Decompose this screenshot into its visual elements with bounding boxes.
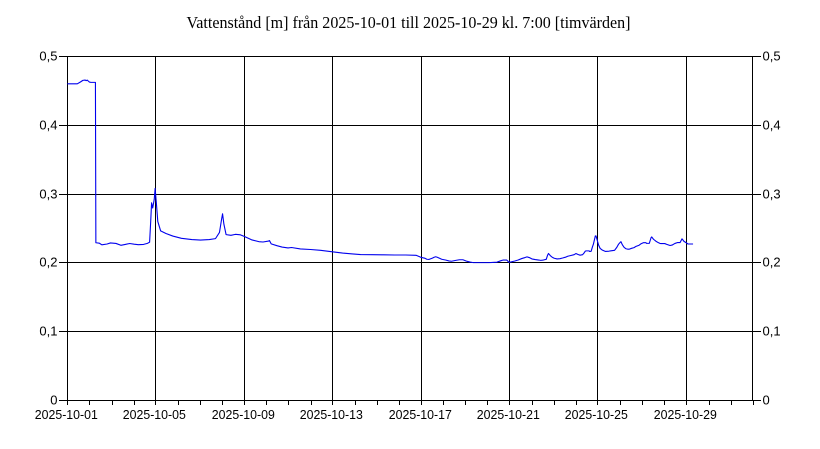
svg-text:0,1: 0,1 [763,323,781,338]
svg-text:0,1: 0,1 [39,323,57,338]
svg-text:0,3: 0,3 [39,186,57,201]
svg-text:Vattenstånd [m] från 2025-10-0: Vattenstånd [m] från 2025-10-01 till 202… [187,13,631,32]
svg-text:2025-10-13: 2025-10-13 [300,407,363,422]
svg-text:2025-10-29: 2025-10-29 [654,407,717,422]
svg-text:0: 0 [50,392,57,407]
svg-text:0,4: 0,4 [763,117,781,132]
svg-text:2025-10-01: 2025-10-01 [35,407,98,422]
svg-text:0,5: 0,5 [763,48,781,63]
svg-text:2025-10-21: 2025-10-21 [477,407,540,422]
svg-text:2025-10-17: 2025-10-17 [389,407,452,422]
svg-text:0,5: 0,5 [39,48,57,63]
svg-text:2025-10-09: 2025-10-09 [212,407,275,422]
svg-text:0,4: 0,4 [39,117,57,132]
svg-text:0: 0 [763,392,770,407]
svg-text:0,3: 0,3 [763,186,781,201]
svg-text:0,2: 0,2 [39,254,57,269]
svg-text:2025-10-05: 2025-10-05 [123,407,186,422]
svg-text:0,2: 0,2 [763,254,781,269]
svg-text:2025-10-25: 2025-10-25 [565,407,628,422]
